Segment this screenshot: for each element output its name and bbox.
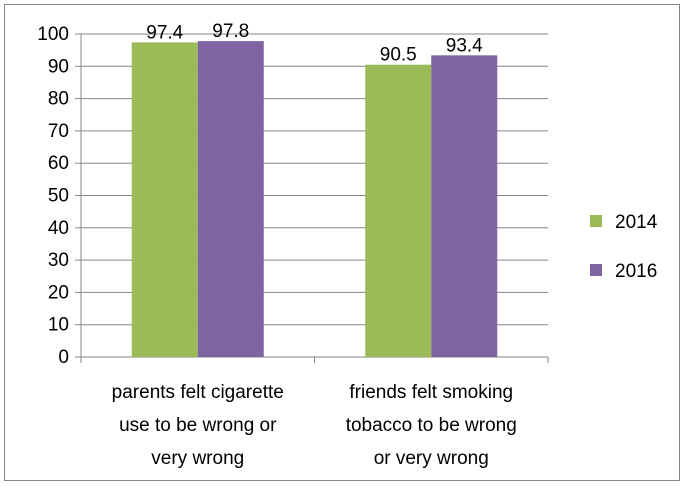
y-tick-label: 60: [48, 153, 69, 174]
y-tick-label: 80: [48, 89, 69, 110]
y-tick-label: 100: [37, 24, 69, 45]
bar-2016: [431, 55, 498, 358]
data-label: 97.8: [212, 21, 249, 42]
y-tick-label: 10: [48, 315, 69, 336]
legend-swatch: [590, 264, 602, 276]
data-label: 93.4: [446, 35, 483, 56]
data-label: 90.5: [380, 45, 417, 66]
y-tick-label: 20: [48, 282, 69, 303]
category-label: use to be wrong or: [119, 415, 277, 436]
bar-2014: [365, 64, 432, 357]
category-label: very wrong: [151, 448, 244, 469]
legend-swatch: [590, 215, 602, 227]
legend-label: 2016: [615, 261, 657, 282]
category-label: tobacco to be wrong: [346, 415, 517, 436]
bar-2014: [131, 42, 198, 357]
category-label: or very wrong: [374, 448, 489, 469]
y-tick-label: 30: [48, 250, 69, 271]
y-tick-label: 0: [58, 347, 69, 368]
legend-label: 2014: [615, 212, 658, 233]
category-label: parents felt cigarette: [112, 382, 284, 403]
data-label: 97.4: [146, 22, 183, 43]
y-tick-label: 90: [48, 56, 69, 77]
y-tick-label: 50: [48, 186, 69, 207]
chart-frame: [4, 4, 680, 481]
y-tick-label: 40: [48, 218, 69, 239]
y-tick-label: 70: [48, 121, 69, 142]
bar-2016: [197, 41, 264, 358]
category-label: friends felt smoking: [349, 382, 513, 403]
